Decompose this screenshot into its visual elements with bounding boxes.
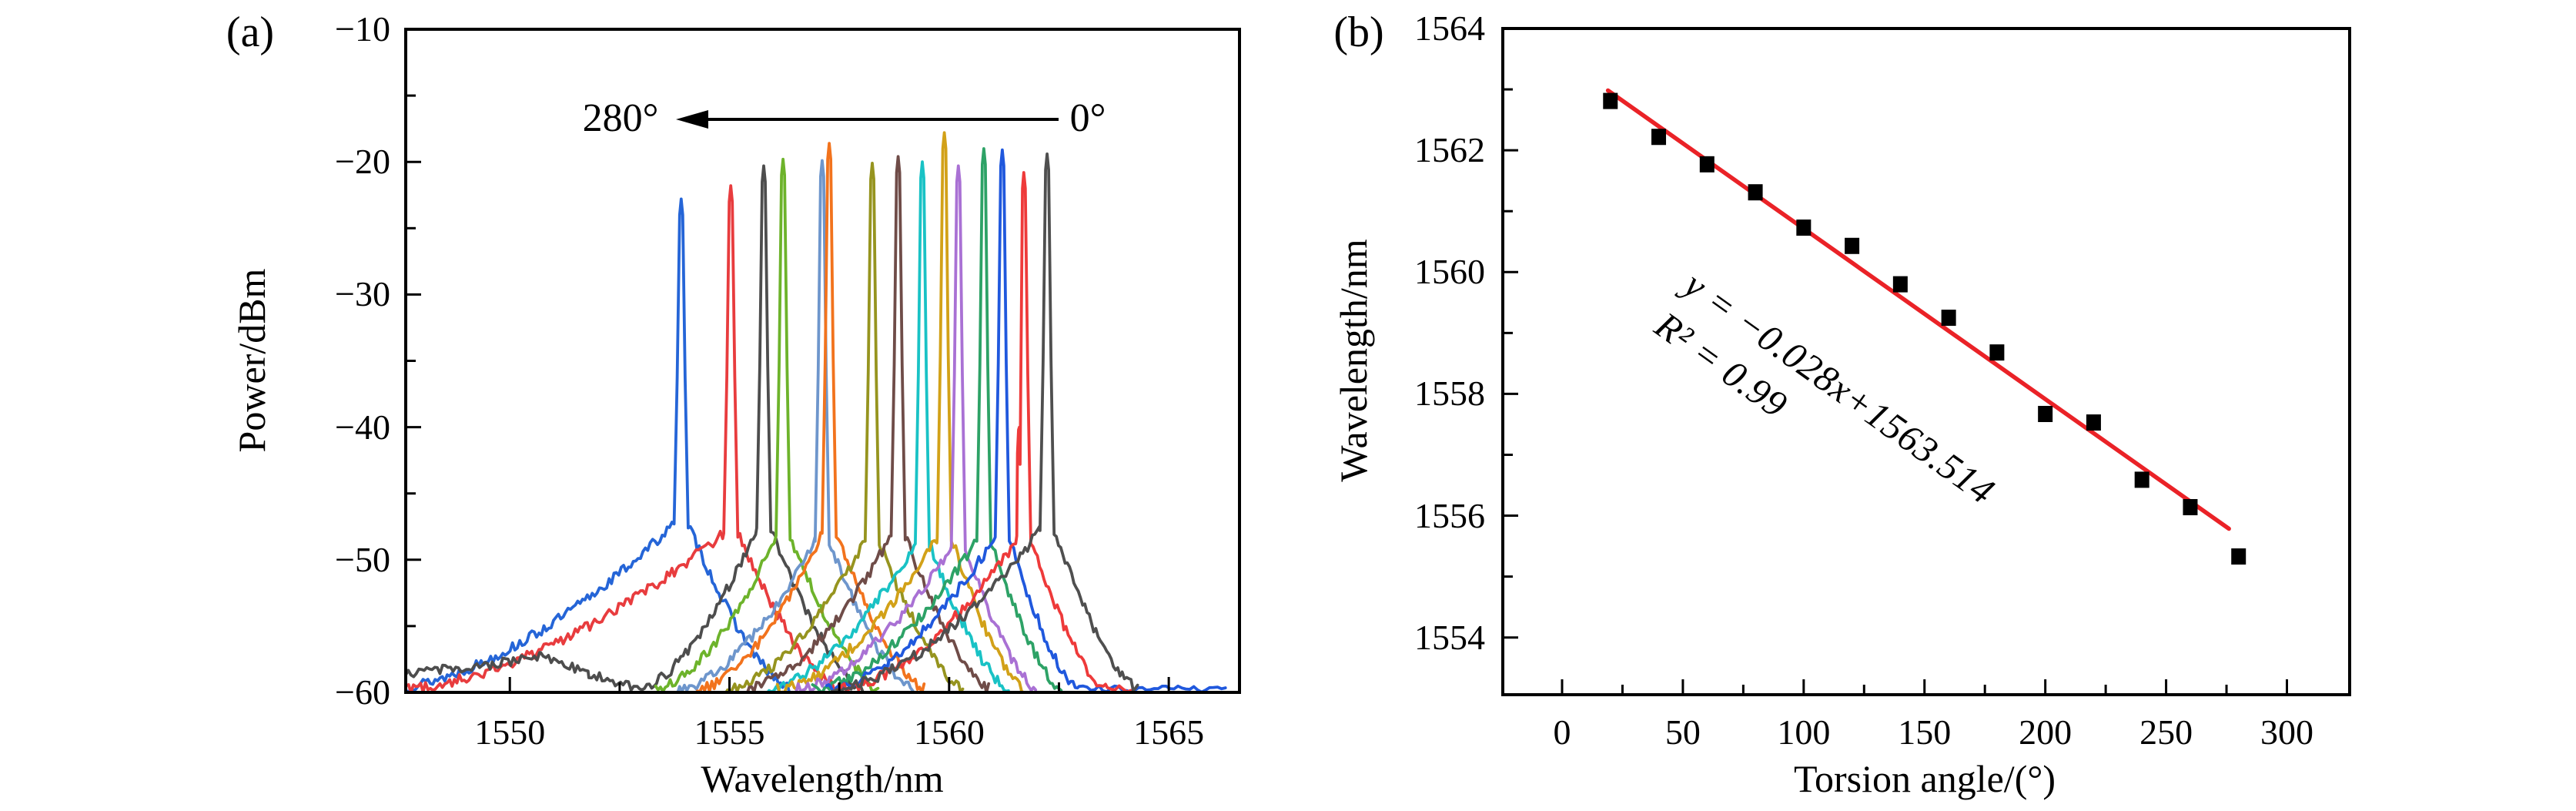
panel-b-y-tick-label: 1564 [1414, 8, 1485, 48]
scatter-point [1989, 344, 2005, 361]
panel-b-x-tick-label: 200 [2019, 712, 2073, 752]
panel-a-y-tick-label: −50 [335, 539, 390, 579]
spectrum-curve-140deg [745, 155, 991, 692]
spectrum-curve-60deg [811, 147, 1063, 692]
scatter-point [1892, 276, 1908, 293]
sweep-end-angle-label: 0° [1069, 96, 1106, 140]
spectrum-curve-240deg [407, 164, 865, 692]
spectrum-curve-100deg [775, 131, 1025, 692]
spectrum-curve-220deg [654, 157, 880, 692]
panel-a-y-tick-label: −60 [335, 672, 390, 712]
panel-b-x-tick-label: 150 [1898, 712, 1952, 752]
scatter-point [1941, 310, 1956, 327]
panel-a-y-tick-label: −10 [335, 9, 390, 49]
sweep-start-angle-label: 280° [582, 96, 659, 140]
scatter-point [1748, 184, 1763, 201]
panel-b-x-tick-label: 100 [1777, 712, 1831, 752]
panel-b-frame [1501, 27, 2351, 696]
panel-a-letter: (a) [226, 8, 275, 56]
panel-a-y-tick-label: −20 [335, 142, 390, 182]
panel-a-y-tick-label: −30 [335, 274, 390, 314]
panel-b-x-tick-label: 250 [2139, 712, 2193, 752]
scatter-point [1603, 92, 1618, 109]
spectrum-curve-200deg [676, 159, 915, 692]
panel-a-x-tick-label: 1550 [474, 712, 546, 752]
panel-a-x-tick-label: 1565 [1133, 712, 1205, 752]
scatter-point [2231, 548, 2246, 565]
spectrum-curve-160deg [724, 162, 965, 692]
sweep-arrow-head-icon [676, 110, 708, 129]
scatter-point [1845, 237, 1860, 254]
panel-a-x-axis-title: Wavelength/nm [701, 757, 944, 800]
scatter-point [2183, 498, 2198, 515]
panel-a-y-tick-label: −40 [335, 407, 390, 447]
panel-b-y-tick-label: 1558 [1414, 374, 1485, 414]
spectrum-curve-260deg [407, 184, 841, 692]
panel-b-y-tick-label: 1562 [1414, 130, 1485, 170]
panel-b-y-tick-label: 1560 [1414, 252, 1485, 292]
panel-a-frame [404, 28, 1241, 694]
scatter-point [2086, 414, 2101, 431]
spectrum-curve-80deg [795, 164, 1038, 692]
spectrum-curve-120deg [762, 160, 1010, 692]
panel-b-y-tick-label: 1556 [1414, 495, 1485, 535]
spectrum-curve-0deg [830, 152, 1139, 692]
scatter-point [2038, 406, 2053, 423]
panel-a-x-tick-label: 1555 [694, 712, 765, 752]
panel-b-x-tick-label: 50 [1664, 712, 1701, 752]
panel-a-x-tick-label: 1560 [913, 712, 985, 752]
spectrum-curve-280deg [407, 197, 791, 692]
panel-b-x-tick-label: 0 [1553, 712, 1571, 752]
scatter-point [1796, 220, 1812, 236]
panel-b-x-axis-title: Torsion angle/(°) [1793, 757, 2056, 800]
panel-b-letter: (b) [1333, 8, 1384, 56]
panel-b [1501, 27, 2351, 696]
panel-b-y-tick-label: 1554 [1414, 617, 1485, 657]
scatter-point [1699, 156, 1715, 173]
panel-b-x-tick-label: 300 [2260, 712, 2313, 752]
panel-a [404, 28, 1241, 694]
scatter-point [1651, 129, 1667, 146]
scatter-point [2134, 471, 2149, 488]
